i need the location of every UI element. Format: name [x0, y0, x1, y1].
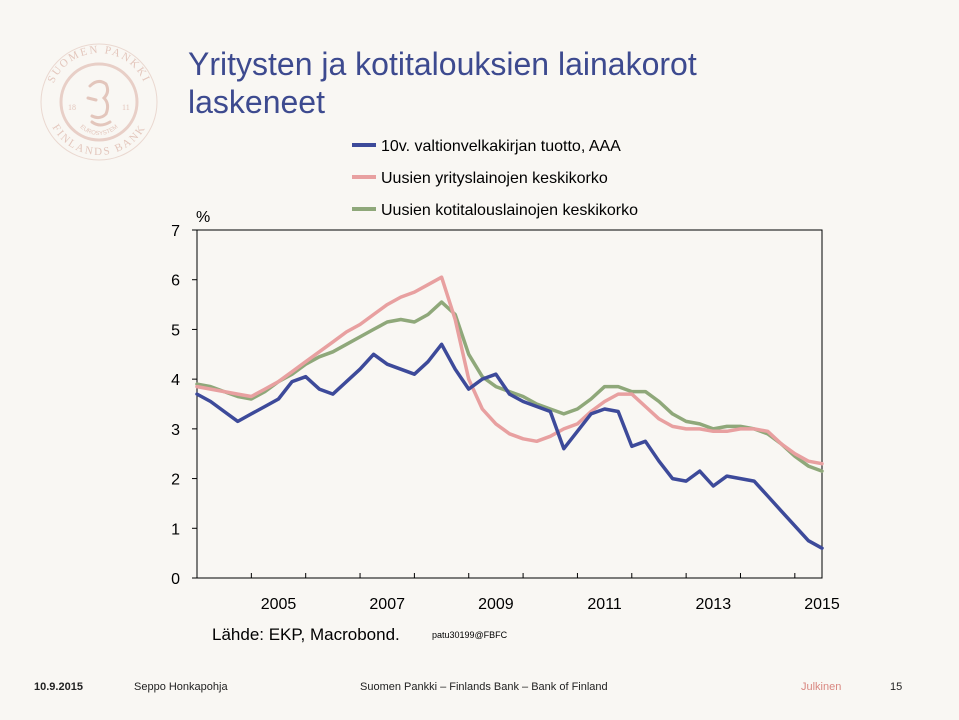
x-tick-label: 2015 [804, 596, 840, 613]
y-tick-label: 6 [171, 273, 180, 290]
suomen-pankki-logo: SUOMEN PANKKI FINLANDS BANK EUROSYSTEM 1… [40, 43, 158, 161]
x-tick-label: 2005 [261, 596, 297, 613]
legend-label: Uusien kotitalouslainojen keskikorko [381, 202, 638, 219]
y-tick-label: 2 [171, 472, 180, 489]
y-tick-label: 5 [171, 322, 180, 339]
footer-organization: Suomen Pankki – Finlands Bank – Bank of … [360, 681, 608, 693]
slide-title-line2: laskeneet [188, 84, 325, 120]
y-tick-label: 0 [171, 571, 180, 588]
footer-page-number: 15 [890, 681, 903, 693]
legend-label: Uusien yrityslainojen keskikorko [381, 170, 608, 187]
legend-label: 10v. valtionvelkakirjan tuotto, AAA [381, 138, 621, 155]
chart-axes: 0 1 2 3 4 5 6 7 2005 2007 2009 2011 2013 2015 [171, 223, 840, 613]
series-line [195, 300, 824, 473]
plot-frame [196, 229, 823, 579]
slide-title: Yritysten ja kotitalouksien lainakorot l… [188, 45, 908, 121]
chart-code: patu30199@FBFC [432, 630, 508, 640]
footer-date: 10.9.2015 [34, 681, 83, 693]
lion-emblem-icon [86, 79, 112, 127]
y-axis-label: % [196, 209, 210, 226]
x-tick-label: 2013 [696, 596, 732, 613]
y-tick-label: 3 [171, 422, 180, 439]
x-tick-label: 2011 [587, 596, 622, 613]
slide-title-line1: Yritysten ja kotitalouksien lainakorot [188, 46, 697, 82]
x-tick-label: 2007 [369, 596, 405, 613]
y-tick-label: 7 [171, 223, 180, 240]
source-note: Lähde: EKP, Macrobond. [212, 625, 400, 644]
series-line [195, 275, 824, 466]
logo-number-right: 11 [122, 103, 130, 112]
series-line [195, 342, 824, 550]
logo-number-left: 18 [68, 103, 76, 112]
chart-legend: 10v. valtionvelkakirjan tuotto, AAA Uusie… [352, 138, 638, 219]
x-tick-label: 2009 [478, 596, 514, 613]
footer-classification: Julkinen [801, 681, 842, 693]
y-tick-label: 1 [171, 521, 180, 538]
chart-series [195, 275, 824, 550]
footer-author: Seppo Honkapohja [134, 681, 228, 693]
y-tick-label: 4 [171, 372, 180, 389]
slide-footer: 10.9.2015 Seppo Honkapohja Suomen Pankki… [0, 676, 959, 700]
